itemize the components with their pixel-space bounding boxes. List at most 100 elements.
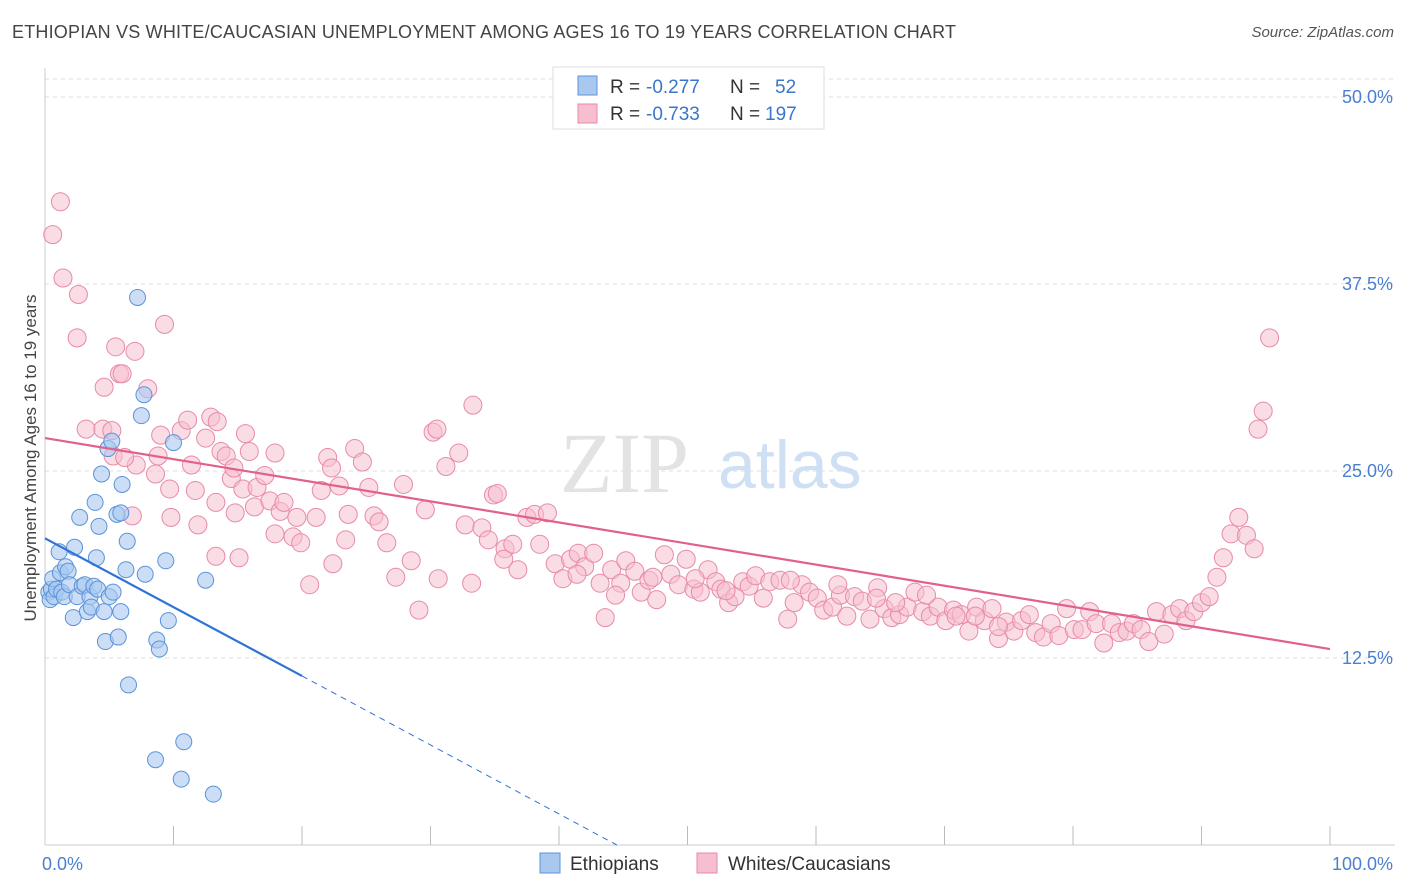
y-tick-label-0: 12.5%	[1342, 648, 1393, 668]
source-label: Source: ZipAtlas.com	[1251, 24, 1394, 41]
legend-r-value-2: -0.733	[646, 104, 700, 125]
whites-point	[306, 507, 326, 527]
legend-n-value-2: 197	[765, 104, 797, 125]
whites-point	[784, 593, 804, 613]
legend: R = -0.277 N = 52 R = -0.733 N = 197	[552, 66, 825, 130]
whites-point	[386, 567, 406, 587]
x-tick-label-0: 0.0%	[42, 854, 83, 874]
ethiopians-point	[136, 565, 154, 583]
ethiopians-point	[159, 612, 177, 630]
ethiopians-point	[129, 288, 147, 306]
ethiopians-point	[197, 571, 215, 589]
legend-n-label-2: N =	[730, 104, 760, 125]
whites-point	[625, 561, 645, 581]
whites-point	[338, 504, 358, 524]
ethiopians-point	[150, 640, 168, 658]
watermark-zip: ZIP	[560, 415, 689, 511]
whites-point	[76, 419, 96, 439]
ethiopians-point	[132, 407, 150, 425]
whites-point	[1213, 548, 1233, 568]
whites-point	[1147, 602, 1167, 622]
whites-point	[53, 268, 73, 288]
whites-point	[1244, 539, 1264, 559]
whites-point	[478, 530, 498, 550]
legend-r-label-2: R =	[610, 104, 640, 125]
whites-point	[1154, 624, 1174, 644]
ethiopians-point	[103, 432, 121, 450]
whites-point	[235, 424, 255, 444]
whites-point	[886, 593, 906, 613]
y-tick-label-2: 37.5%	[1342, 274, 1393, 294]
trend-lines	[44, 437, 1331, 846]
whites-point	[67, 328, 87, 348]
chart-title: ETHIOPIAN VS WHITE/CAUCASIAN UNEMPLOYMEN…	[12, 22, 957, 42]
whites-point	[647, 590, 667, 610]
whites-point	[225, 503, 245, 523]
ethiopians-point	[90, 517, 108, 535]
whites-point	[778, 609, 798, 629]
grid-lines	[45, 78, 1395, 659]
whites-point	[323, 554, 343, 574]
ethiopians-trend-extension	[301, 675, 618, 846]
ethiopians-point	[118, 532, 136, 550]
whites-point	[196, 428, 216, 448]
whites-point	[352, 452, 372, 472]
whites-point	[449, 443, 469, 463]
whites-point	[1094, 633, 1114, 653]
bottom-legend-swatch-ethiopians	[539, 852, 561, 874]
whites-point	[866, 588, 886, 608]
whites-point	[428, 569, 448, 589]
ethiopians-point	[109, 628, 127, 646]
axes	[44, 68, 1395, 846]
whites-point	[1248, 419, 1268, 439]
whites-point	[229, 548, 249, 568]
whites-point	[965, 606, 985, 626]
ethiopians-point	[113, 475, 131, 493]
whites-point	[860, 609, 880, 629]
legend-r-value-1: -0.277	[646, 77, 700, 98]
y-tick-label-3: 50.0%	[1342, 87, 1393, 107]
whites-point	[185, 480, 205, 500]
whites-point	[94, 377, 114, 397]
whites-point	[1229, 507, 1249, 527]
whites-point	[716, 581, 736, 601]
whites-point	[161, 507, 181, 527]
whites-point	[50, 192, 70, 212]
ethiopians-point	[172, 770, 190, 788]
ethiopians-point	[120, 676, 138, 694]
whites-point	[409, 600, 429, 620]
whites-point	[1019, 605, 1039, 625]
whites-point	[291, 533, 311, 553]
y-axis-title: Unemployment Among Ages 16 to 19 years	[21, 295, 40, 622]
whites-point	[178, 410, 198, 430]
ethiopians-point	[104, 583, 122, 601]
legend-n-value-1: 52	[775, 77, 796, 98]
whites-point	[595, 608, 615, 628]
whites-point	[654, 545, 674, 565]
whites-point	[685, 569, 705, 589]
whites-trend-line	[44, 437, 1331, 651]
whites-point	[508, 560, 528, 580]
whites-point	[828, 575, 848, 595]
bottom-legend-whites: Whites/Caucasians	[728, 854, 891, 875]
whites-point	[780, 570, 800, 590]
ethiopians-point	[112, 504, 130, 522]
whites-point	[567, 564, 587, 584]
whites-point	[606, 585, 626, 605]
tick-labels: 12.5% 25.0% 37.5% 50.0% 0.0% 100.0%	[42, 87, 1393, 874]
ethiopians-point	[86, 493, 104, 511]
y-tick-label-1: 25.0%	[1342, 461, 1393, 481]
whites-point	[530, 534, 550, 554]
whites-point	[1253, 401, 1273, 421]
x-tick-label-1: 100.0%	[1332, 854, 1393, 874]
whites-point	[207, 412, 227, 432]
ethiopians-point	[112, 603, 130, 621]
whites-point	[106, 337, 126, 357]
whites-point	[753, 588, 773, 608]
ethiopians-point	[135, 386, 153, 404]
whites-point	[287, 507, 307, 527]
whites-point	[1207, 567, 1227, 587]
legend-swatch-ethiopians	[577, 75, 598, 96]
bottom-legend-ethiopians: Ethiopians	[570, 854, 659, 875]
